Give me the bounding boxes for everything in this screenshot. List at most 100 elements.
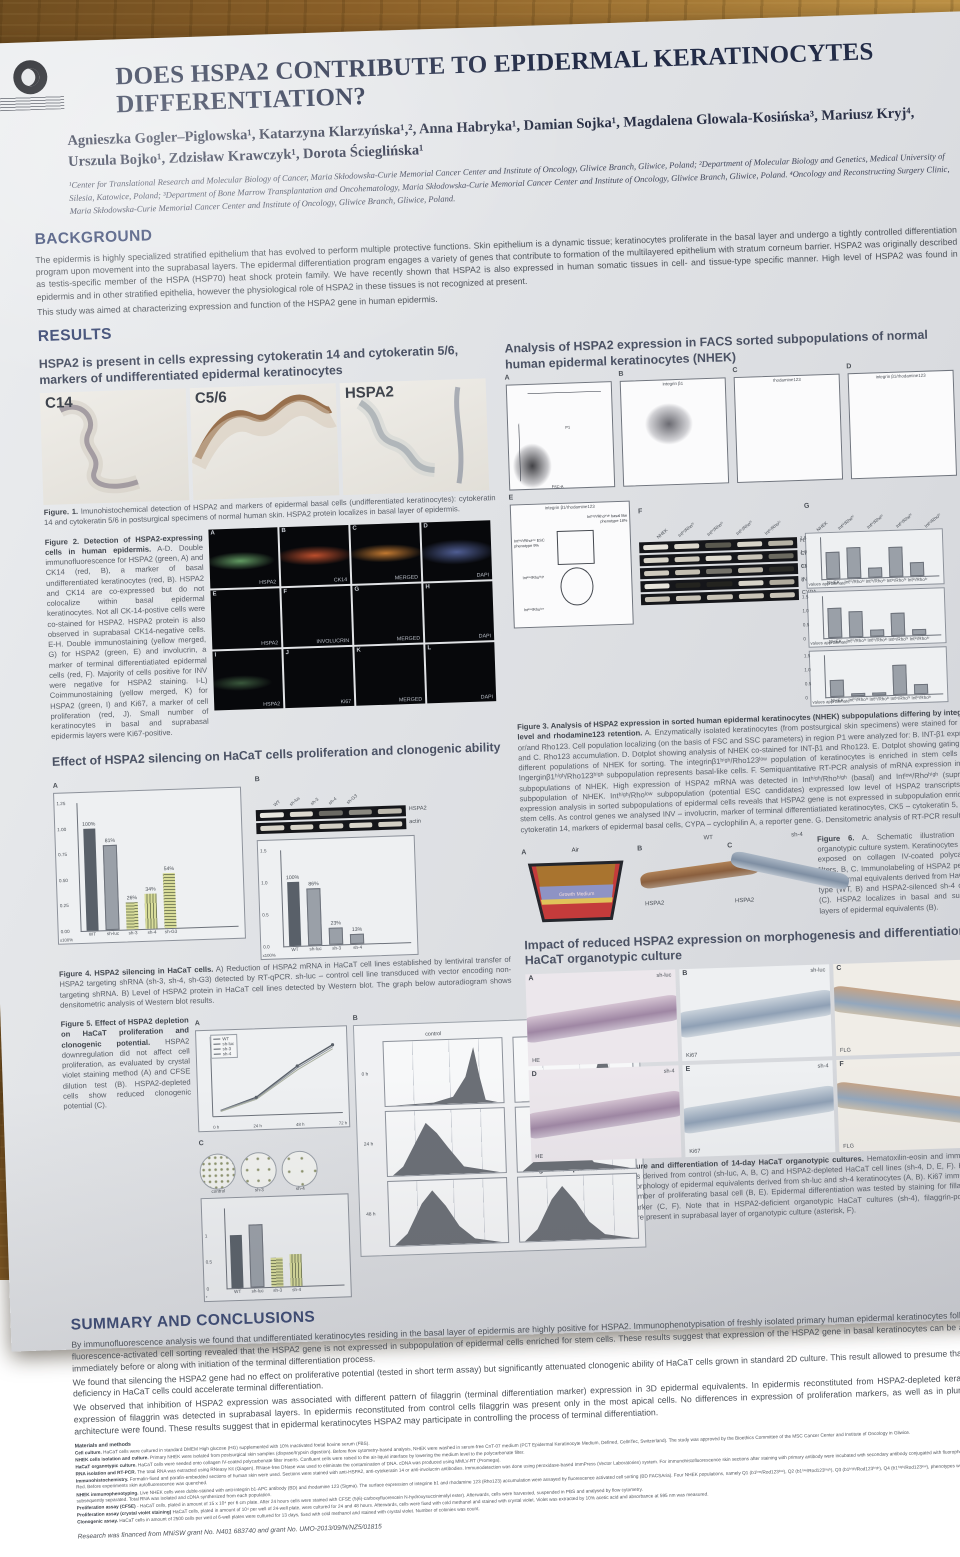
gel-band bbox=[736, 541, 763, 548]
logo-emblem-icon bbox=[12, 59, 48, 95]
panel-letter: I bbox=[214, 652, 217, 659]
tissue-band-image bbox=[679, 987, 833, 1039]
panel-letter: F bbox=[839, 1060, 844, 1068]
bar bbox=[82, 828, 99, 931]
y-axis-tick: 0.75 bbox=[58, 852, 68, 858]
immunofluorescence-panel-b: B CK14 bbox=[279, 524, 351, 586]
panel-letter: C bbox=[352, 525, 357, 532]
y-axis-tick: 0.0 bbox=[263, 944, 270, 950]
bar-category-label: Intˡᵒ/Rhoʰⁱ bbox=[886, 577, 907, 584]
immunofluorescence-panel-c: C MERGED bbox=[350, 522, 422, 584]
bar bbox=[827, 607, 843, 639]
stain-label: HE bbox=[535, 1153, 544, 1160]
y-axis-tick: 1.5 bbox=[801, 594, 809, 600]
summary-section: SUMMARY AND CONCLUSIONS By immunofluores… bbox=[70, 1286, 960, 1438]
figure6-block: A Air Growth Medium bbox=[521, 826, 960, 932]
gate-annotation: Intʰⁱᵍʰ/Rhoʰⁱᵍʰ basal like phenotype 18% bbox=[586, 513, 628, 524]
bar-value-label: 86% bbox=[308, 881, 319, 888]
bar-value-label: 34% bbox=[145, 886, 156, 894]
figure5-letter-c: C bbox=[198, 1140, 204, 1148]
bar bbox=[913, 683, 929, 695]
growth-medium-label: Growth Medium bbox=[558, 890, 595, 899]
methods-item-label: Cell culture. bbox=[74, 1449, 104, 1456]
figure3-letter-f: F bbox=[637, 508, 643, 516]
bar bbox=[909, 561, 925, 577]
figure5-clonogenic-dishes: control sh-3 sh-4 bbox=[199, 1149, 352, 1194]
gel-band bbox=[675, 569, 701, 576]
bar-plot-area: 0.0 0.5 1.0 1.5 100% WT 86% sh-luc 23% sh-3 13% sh-… bbox=[260, 846, 412, 952]
stain-label: Ki67 bbox=[685, 1052, 698, 1059]
gel-band bbox=[738, 580, 764, 587]
stain-label: HSPA2 bbox=[261, 639, 279, 647]
stain-label: Ki67 bbox=[340, 698, 352, 705]
figure5-block: Figure 5. Effect of HSPA2 depletion on H… bbox=[60, 1002, 647, 1307]
y-axis-tick: 0.5 bbox=[802, 622, 810, 628]
hspa2-stain-label: HSPA2 bbox=[734, 897, 755, 905]
histology-image bbox=[191, 394, 337, 470]
panel-letter: A bbox=[528, 974, 534, 982]
chart-note: x100% bbox=[262, 952, 276, 959]
panel-letter: H bbox=[425, 583, 430, 591]
lane-label: sh-G3 bbox=[345, 793, 359, 806]
y-axis-tick: 0.5 bbox=[205, 1259, 213, 1265]
figure7-panel-grid: Ash-luc HE Bsh-luc Ki67 Csh-lucFLG Dsh-4 HE Esh… bbox=[525, 958, 960, 1162]
panel-label: C14 bbox=[44, 394, 73, 413]
figure6-caption-lead: Figure 6. bbox=[816, 833, 855, 844]
bar-plot-area: 0.00 0.25 0.50 0.75 1.00 1.25 100% WT 81% sh-luc 2… bbox=[56, 797, 239, 937]
lane-label: Intʰⁱ/Rhoˡᵒ bbox=[865, 513, 885, 531]
bar-category-label: Intˡᵒ/Rhoˡᵒ bbox=[907, 576, 928, 583]
panel-letter: E bbox=[212, 590, 217, 598]
bar-column: WT bbox=[229, 1208, 244, 1294]
bar bbox=[286, 881, 301, 947]
stain-label: HSPA2 bbox=[259, 579, 277, 586]
figure1-panel-c56: C5/6 bbox=[189, 383, 340, 501]
bar-column: NHEK bbox=[829, 655, 845, 703]
immunofluorescence-panel-h: H DAPI bbox=[423, 580, 495, 643]
y-axis-tick: 0 bbox=[206, 1286, 210, 1292]
gel-band bbox=[675, 582, 701, 589]
panel-letter: J bbox=[285, 649, 289, 656]
bar bbox=[825, 551, 841, 580]
gate-annotation: Intˡᵒʷ/Rhoʰⁱᵍʰ bbox=[522, 574, 545, 581]
bar-column: 26% sh-3 bbox=[123, 801, 139, 935]
tissue-band-image bbox=[528, 1088, 682, 1140]
bar-category-label: sh-4 bbox=[147, 929, 157, 935]
bar bbox=[270, 1257, 284, 1287]
chart-note: * bbox=[205, 1295, 208, 1301]
wood-wall-background: DOES HSPA2 CONTRIBUTE TO EPIDERMAL KERAT… bbox=[0, 0, 960, 1280]
bar bbox=[248, 1223, 265, 1288]
hspa2-stain-label: HSPA2 bbox=[644, 900, 665, 908]
bar bbox=[890, 612, 906, 637]
legend-line-icon bbox=[213, 1043, 221, 1045]
bar-column: 23% sh-3 bbox=[326, 848, 344, 951]
lane-label: Intˡᵒ/Rhoˡᵒ bbox=[764, 519, 783, 537]
bar-column: 86% sh-luc bbox=[305, 849, 323, 951]
figure2-immunofluorescence-grid: A HSPA2 B CK14 C MERGED D DAPI E HSPA2 F INVOLUCRIN… bbox=[208, 519, 497, 743]
bar-plot-area: 0 0.5 1 WT sh-luc sh-3 sh-4 bbox=[205, 1204, 345, 1294]
figure5-proliferation-linechart: WT sh-luc sh-3 sh-4 0 h 24 h 48 h 72 h bbox=[194, 1025, 351, 1133]
gel-lane-labels: NHEK Intʰⁱ/Rhoʰⁱ Intʰⁱ/Rhoˡᵒ Intˡᵒ/Rhoʰⁱ Int… bbox=[638, 513, 797, 540]
gel-band bbox=[738, 593, 764, 600]
y-axis-tick: 1.0 bbox=[804, 667, 811, 673]
immunofluorescence-panel-k: K MERGED bbox=[354, 644, 426, 706]
tissue-band-image bbox=[833, 984, 960, 1032]
immunofluorescence-panel-a: A HSPA2 bbox=[208, 526, 280, 589]
bar-column: sh-4 bbox=[288, 1206, 303, 1292]
institute-logo-icon bbox=[0, 59, 65, 112]
panel-letter: B bbox=[281, 527, 286, 534]
y-axis-tick: 0.00 bbox=[60, 928, 70, 935]
figure1-panel-hspa2: HSPA2 bbox=[339, 378, 490, 496]
timepoint-label: 48 h bbox=[366, 1211, 376, 1218]
western-blot-lane-labels: WT sh-luc sh-3 sh-4 sh-G3 bbox=[255, 781, 406, 808]
figure5-caption: Figure 5. Effect of HSPA2 depletion on H… bbox=[61, 1016, 192, 1112]
bar bbox=[868, 567, 883, 578]
bar-category-label: sh-4 bbox=[292, 1286, 302, 1293]
gate-annotation: Intʰⁱᵍʰ/Rhoˡᵒʷ ESC phenotype 9% bbox=[513, 537, 545, 549]
facs-dotplot-b: B integrin β1 bbox=[618, 371, 730, 487]
timepoint-label: 24 h bbox=[363, 1141, 374, 1148]
bar-category-label: NHEK bbox=[830, 697, 844, 704]
y-axis-tick: 0.5 bbox=[262, 912, 269, 918]
gel-band bbox=[644, 596, 671, 603]
bar-column: 13% sh-4 bbox=[347, 848, 365, 950]
